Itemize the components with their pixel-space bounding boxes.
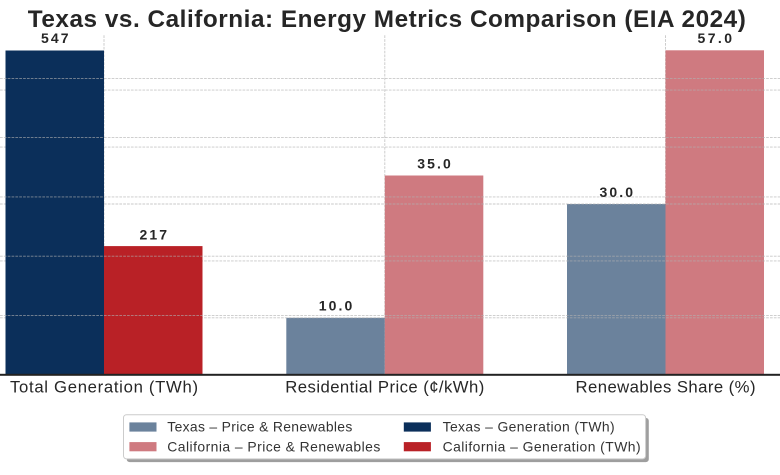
svg-text:Texas – Price & Renewables: Texas – Price & Renewables (167, 419, 352, 435)
svg-text:Renewables Share (%): Renewables Share (%) (576, 378, 756, 397)
svg-text:Total Generation (TWh): Total Generation (TWh) (10, 378, 198, 397)
svg-text:Residential Price (¢/kWh): Residential Price (¢/kWh) (285, 378, 484, 397)
svg-text:Texas vs. California: Energy M: Texas vs. California: Energy Metrics Com… (28, 6, 746, 33)
svg-text:57.0: 57.0 (698, 30, 733, 46)
svg-text:10.0: 10.0 (319, 298, 353, 314)
svg-text:217: 217 (140, 227, 168, 243)
svg-text:California – Generation (TWh): California – Generation (TWh) (443, 438, 641, 454)
svg-text:547: 547 (41, 30, 69, 46)
svg-text:35.0: 35.0 (417, 155, 451, 171)
svg-text:California – Price & Renewable: California – Price & Renewables (167, 438, 380, 454)
svg-text:Texas – Generation (TWh): Texas – Generation (TWh) (443, 419, 615, 435)
svg-text:30.0: 30.0 (600, 184, 634, 200)
